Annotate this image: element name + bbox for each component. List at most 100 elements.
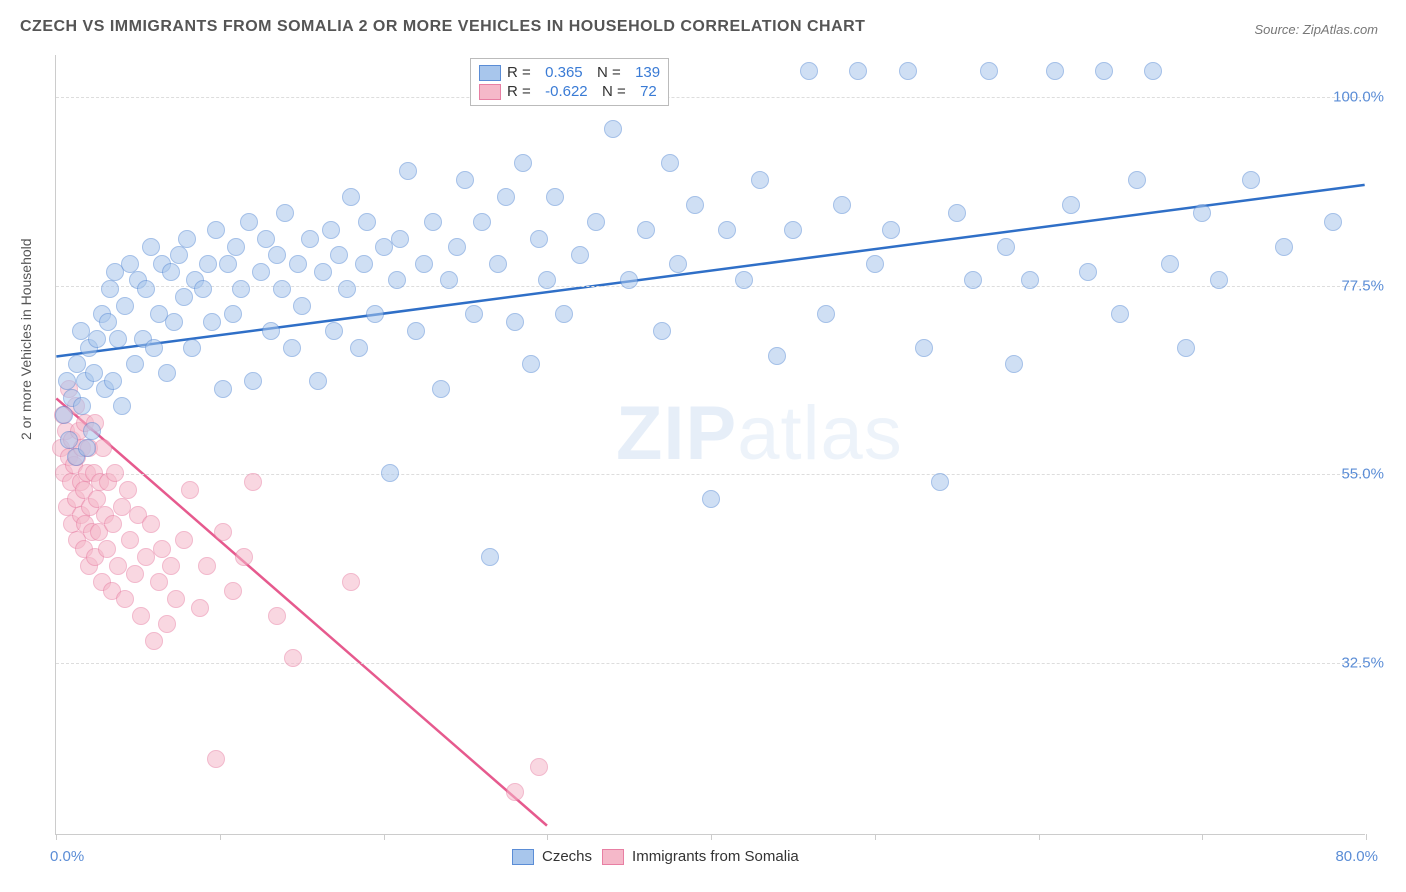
data-point: [381, 464, 399, 482]
data-point: [489, 255, 507, 273]
data-point: [915, 339, 933, 357]
data-point: [175, 288, 193, 306]
plot-area: ZIPatlas: [55, 55, 1365, 835]
data-point: [391, 230, 409, 248]
gridline: [56, 286, 1365, 287]
data-point: [637, 221, 655, 239]
data-point: [162, 557, 180, 575]
data-point: [126, 565, 144, 583]
data-point: [866, 255, 884, 273]
data-point: [191, 599, 209, 617]
data-point: [1062, 196, 1080, 214]
data-point: [1161, 255, 1179, 273]
data-point: [240, 213, 258, 231]
data-point: [718, 221, 736, 239]
data-point: [620, 271, 638, 289]
data-point: [355, 255, 373, 273]
data-point: [224, 582, 242, 600]
series-legend: Czechs Immigrants from Somalia: [512, 848, 799, 865]
n-value-czech: 139: [635, 64, 660, 81]
data-point: [1210, 271, 1228, 289]
data-point: [1005, 355, 1023, 373]
data-point: [145, 339, 163, 357]
data-point: [165, 313, 183, 331]
x-min-label: 0.0%: [50, 848, 84, 865]
x-tick: [875, 834, 876, 840]
trend-lines: [56, 55, 1365, 834]
data-point: [587, 213, 605, 231]
data-point: [170, 246, 188, 264]
data-point: [198, 557, 216, 575]
swatch-somalia: [479, 84, 501, 100]
data-point: [167, 590, 185, 608]
data-point: [137, 280, 155, 298]
data-point: [342, 573, 360, 591]
data-point: [1095, 62, 1113, 80]
watermark: ZIPatlas: [616, 390, 903, 477]
legend-row-czech: R = 0.365 N = 139: [479, 63, 660, 82]
x-tick: [1366, 834, 1367, 840]
data-point: [268, 246, 286, 264]
data-point: [158, 364, 176, 382]
data-point: [882, 221, 900, 239]
data-point: [116, 297, 134, 315]
n-label: N =: [589, 64, 629, 81]
data-point: [224, 305, 242, 323]
data-point: [833, 196, 851, 214]
data-point: [481, 548, 499, 566]
data-point: [104, 515, 122, 533]
data-point: [293, 297, 311, 315]
gridline: [56, 663, 1365, 664]
data-point: [145, 632, 163, 650]
data-point: [735, 271, 753, 289]
data-point: [366, 305, 384, 323]
data-point: [227, 238, 245, 256]
data-point: [506, 313, 524, 331]
data-point: [207, 750, 225, 768]
data-point: [94, 439, 112, 457]
data-point: [104, 372, 122, 390]
data-point: [85, 364, 103, 382]
trend-line: [56, 398, 547, 825]
data-point: [465, 305, 483, 323]
data-point: [473, 213, 491, 231]
data-point: [178, 230, 196, 248]
data-point: [817, 305, 835, 323]
data-point: [109, 557, 127, 575]
data-point: [314, 263, 332, 281]
data-point: [338, 280, 356, 298]
data-point: [997, 238, 1015, 256]
data-point: [1021, 271, 1039, 289]
data-point: [283, 339, 301, 357]
x-max-label: 80.0%: [1335, 848, 1378, 865]
data-point: [276, 204, 294, 222]
data-point: [1111, 305, 1129, 323]
data-point: [68, 355, 86, 373]
data-point: [604, 120, 622, 138]
swatch-czech: [479, 65, 501, 81]
data-point: [72, 322, 90, 340]
data-point: [530, 758, 548, 776]
data-point: [784, 221, 802, 239]
data-point: [546, 188, 564, 206]
data-point: [101, 280, 119, 298]
data-point: [800, 62, 818, 80]
data-point: [440, 271, 458, 289]
data-point: [899, 62, 917, 80]
data-point: [244, 372, 262, 390]
legend-item-somalia: Immigrants from Somalia: [602, 848, 799, 865]
data-point: [60, 431, 78, 449]
data-point: [150, 573, 168, 591]
r-value-somalia: -0.622: [545, 83, 588, 100]
data-point: [1079, 263, 1097, 281]
data-point: [78, 439, 96, 457]
n-value-somalia: 72: [640, 83, 657, 100]
data-point: [153, 540, 171, 558]
data-point: [350, 339, 368, 357]
y-tick-label: 77.5%: [1341, 277, 1384, 294]
legend-label-somalia: Immigrants from Somalia: [632, 848, 799, 865]
data-point: [199, 255, 217, 273]
data-point: [137, 548, 155, 566]
data-point: [407, 322, 425, 340]
data-point: [358, 213, 376, 231]
